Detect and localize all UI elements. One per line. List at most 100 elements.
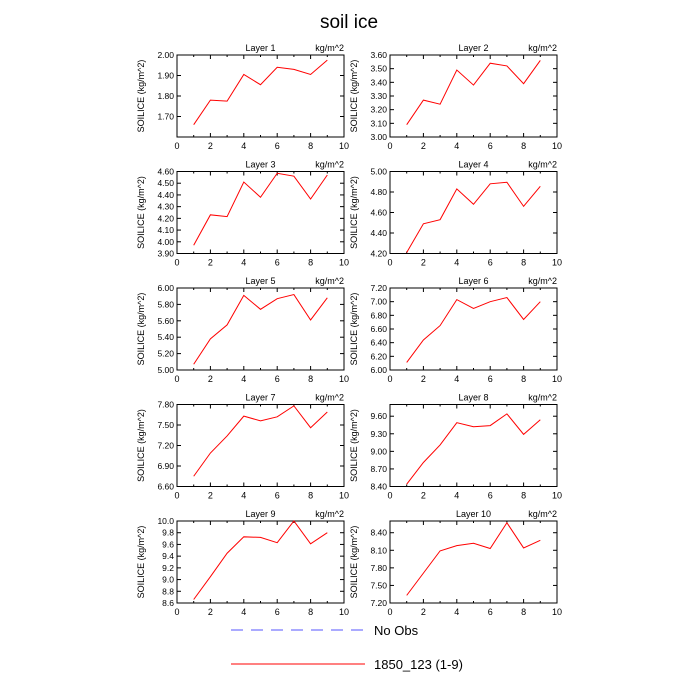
series-line — [193, 405, 328, 477]
y-axis-label: SOILICE (kg/m^2) — [349, 176, 359, 249]
y-tick-label: 9.8 — [162, 528, 174, 538]
x-tick-label: 6 — [488, 491, 493, 501]
y-tick-label: 4.30 — [157, 202, 174, 212]
plot-frame — [389, 520, 558, 604]
y-tick-label: 1.80 — [157, 91, 174, 101]
x-tick-label: 0 — [387, 607, 392, 617]
x-tick-label: 4 — [241, 607, 246, 617]
figure-title: soil ice — [320, 12, 378, 33]
chart-panel: Layer 5 kg/m^2 0 2 4 6 8 10 5.00 5.20 5.40 5.60 5.80… — [136, 276, 349, 384]
x-tick-label: 8 — [308, 491, 313, 501]
panel-units: kg/m^2 — [528, 509, 557, 519]
panel-title: Layer 3 — [245, 160, 275, 170]
x-tick-label: 8 — [521, 141, 526, 151]
panel-title: Layer 5 — [245, 276, 275, 286]
y-tick-label: 3.60 — [370, 50, 387, 60]
panel-units: kg/m^2 — [315, 160, 344, 170]
y-tick-label: 6.20 — [370, 351, 387, 361]
plot-frame — [176, 171, 345, 254]
panel-grid: Layer 1 kg/m^2 0 2 4 6 8 10 1.70 1.80 1.90 2.00 SOIL… — [136, 43, 562, 617]
x-tick-label: 2 — [421, 141, 426, 151]
series-line — [406, 181, 541, 253]
x-tick-label: 8 — [521, 258, 526, 268]
panel-title: Layer 1 — [245, 43, 275, 53]
y-tick-label: 5.40 — [157, 332, 174, 342]
x-tick-label: 0 — [174, 491, 179, 501]
y-tick-label: 7.80 — [370, 563, 387, 573]
panel-title: Layer 6 — [458, 276, 488, 286]
y-tick-label: 4.10 — [157, 225, 174, 235]
y-tick-label: 8.6 — [162, 598, 174, 608]
y-axis-label: SOILICE (kg/m^2) — [349, 409, 359, 482]
panel-units: kg/m^2 — [315, 43, 344, 53]
y-tick-label: 7.50 — [370, 580, 387, 590]
y-tick-label: 4.60 — [157, 167, 174, 177]
plot-frame — [389, 287, 558, 371]
x-tick-label: 0 — [387, 141, 392, 151]
chart-panel: Layer 1 kg/m^2 0 2 4 6 8 10 1.70 1.80 1.90 2.00 SOIL… — [136, 43, 349, 151]
y-tick-label: 4.60 — [370, 208, 387, 218]
x-tick-label: 10 — [552, 491, 562, 501]
y-tick-label: 5.00 — [157, 365, 174, 375]
x-tick-label: 0 — [174, 374, 179, 384]
y-tick-label: 6.90 — [157, 461, 174, 471]
series-line — [406, 297, 541, 363]
y-tick-label: 7.50 — [157, 420, 174, 430]
legend-label-run: 1850_123 (1-9) — [374, 657, 463, 672]
x-tick-label: 6 — [488, 141, 493, 151]
x-tick-label: 0 — [387, 491, 392, 501]
x-tick-label: 6 — [275, 607, 280, 617]
y-tick-label: 3.00 — [370, 132, 387, 142]
y-tick-label: 7.80 — [157, 400, 174, 410]
x-tick-label: 4 — [241, 374, 246, 384]
y-tick-label: 7.20 — [370, 283, 387, 293]
y-tick-label: 4.40 — [370, 228, 387, 238]
y-tick-label: 9.0 — [162, 575, 174, 585]
x-tick-label: 10 — [552, 258, 562, 268]
y-axis-label: SOILICE (kg/m^2) — [136, 176, 146, 249]
x-tick-label: 2 — [208, 258, 213, 268]
y-tick-label: 3.90 — [157, 249, 174, 259]
plot-frame — [389, 54, 558, 138]
chart-panel: Layer 9 kg/m^2 0 2 4 6 8 10 8.6 8.89.0 9.2 9.4 9.69.… — [136, 509, 349, 617]
chart-panel: Layer 6 kg/m^2 0 2 4 6 8 10 6.00 6.20 6.40 6.60 6.80… — [349, 276, 562, 384]
series-line — [406, 521, 541, 596]
x-tick-label: 0 — [387, 374, 392, 384]
x-tick-label: 8 — [521, 491, 526, 501]
x-tick-label: 10 — [339, 258, 349, 268]
y-tick-label: 7.20 — [157, 441, 174, 451]
y-tick-label: 3.50 — [370, 64, 387, 74]
y-tick-label: 9.60 — [370, 411, 387, 421]
y-tick-label: 4.20 — [370, 249, 387, 259]
y-tick-label: 9.00 — [370, 446, 387, 456]
x-tick-label: 4 — [454, 607, 459, 617]
chart-panel: Layer 3 kg/m^2 0 2 4 6 8 10 3.90 4.00 4.10 4.204.30… — [136, 160, 349, 268]
panel-title: Layer 4 — [458, 160, 488, 170]
y-tick-label: 3.40 — [370, 77, 387, 87]
x-tick-label: 6 — [275, 141, 280, 151]
y-tick-label: 1.70 — [157, 112, 174, 122]
x-tick-label: 6 — [488, 607, 493, 617]
x-tick-label: 8 — [308, 141, 313, 151]
x-tick-label: 0 — [174, 258, 179, 268]
x-tick-label: 2 — [421, 607, 426, 617]
y-tick-label: 4.00 — [157, 237, 174, 247]
y-tick-label: 3.20 — [370, 105, 387, 115]
panel-title: Layer 10 — [456, 509, 491, 519]
x-tick-label: 2 — [208, 491, 213, 501]
y-tick-label: 5.60 — [157, 316, 174, 326]
y-tick-label: 6.60 — [157, 482, 174, 492]
x-tick-label: 8 — [308, 607, 313, 617]
y-tick-label: 8.8 — [162, 586, 174, 596]
x-tick-label: 0 — [387, 258, 392, 268]
y-tick-label: 3.30 — [370, 91, 387, 101]
y-tick-label: 6.60 — [370, 324, 387, 334]
panel-title: Layer 2 — [458, 43, 488, 53]
x-tick-label: 10 — [552, 141, 562, 151]
chart-panel: Layer 2 kg/m^2 0 2 4 6 8 10 3.00 3.10 3.20 3.30 3.40… — [349, 43, 562, 151]
y-tick-label: 8.40 — [370, 482, 387, 492]
panel-units: kg/m^2 — [528, 160, 557, 170]
chart-panel: Layer 8 kg/m^2 0 2 4 6 8 10 8.40 8.70 9.00 9.30 9.60… — [349, 393, 562, 501]
x-tick-label: 2 — [208, 374, 213, 384]
y-tick-label: 9.4 — [162, 551, 174, 561]
